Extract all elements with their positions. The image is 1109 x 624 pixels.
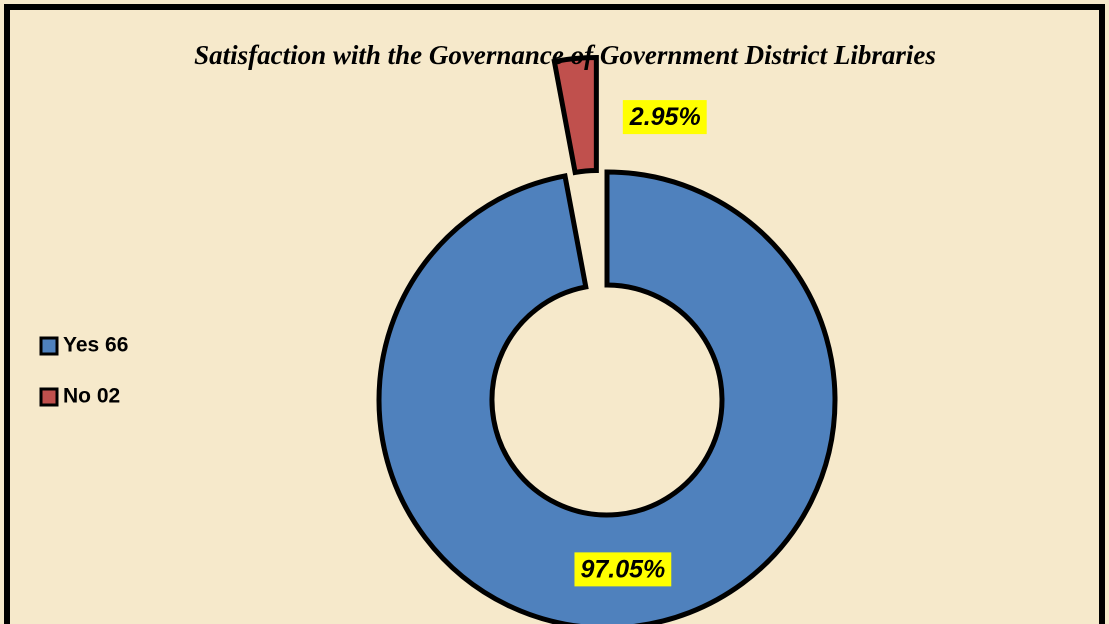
donut-slice: [551, 54, 599, 176]
chart-border: [4, 4, 1105, 624]
legend-swatch: [39, 387, 59, 407]
legend-label: No 02: [63, 385, 120, 408]
data-label: 2.95%: [629, 103, 701, 131]
donut-slice: [376, 169, 838, 624]
legend-swatch: [39, 336, 59, 356]
label-background: [622, 100, 707, 135]
label-background: [574, 552, 672, 587]
legend-label: Yes 66: [63, 334, 128, 357]
data-label: 97.05%: [580, 555, 665, 583]
chart-title: Satisfaction with the Governance of Gove…: [194, 40, 936, 70]
